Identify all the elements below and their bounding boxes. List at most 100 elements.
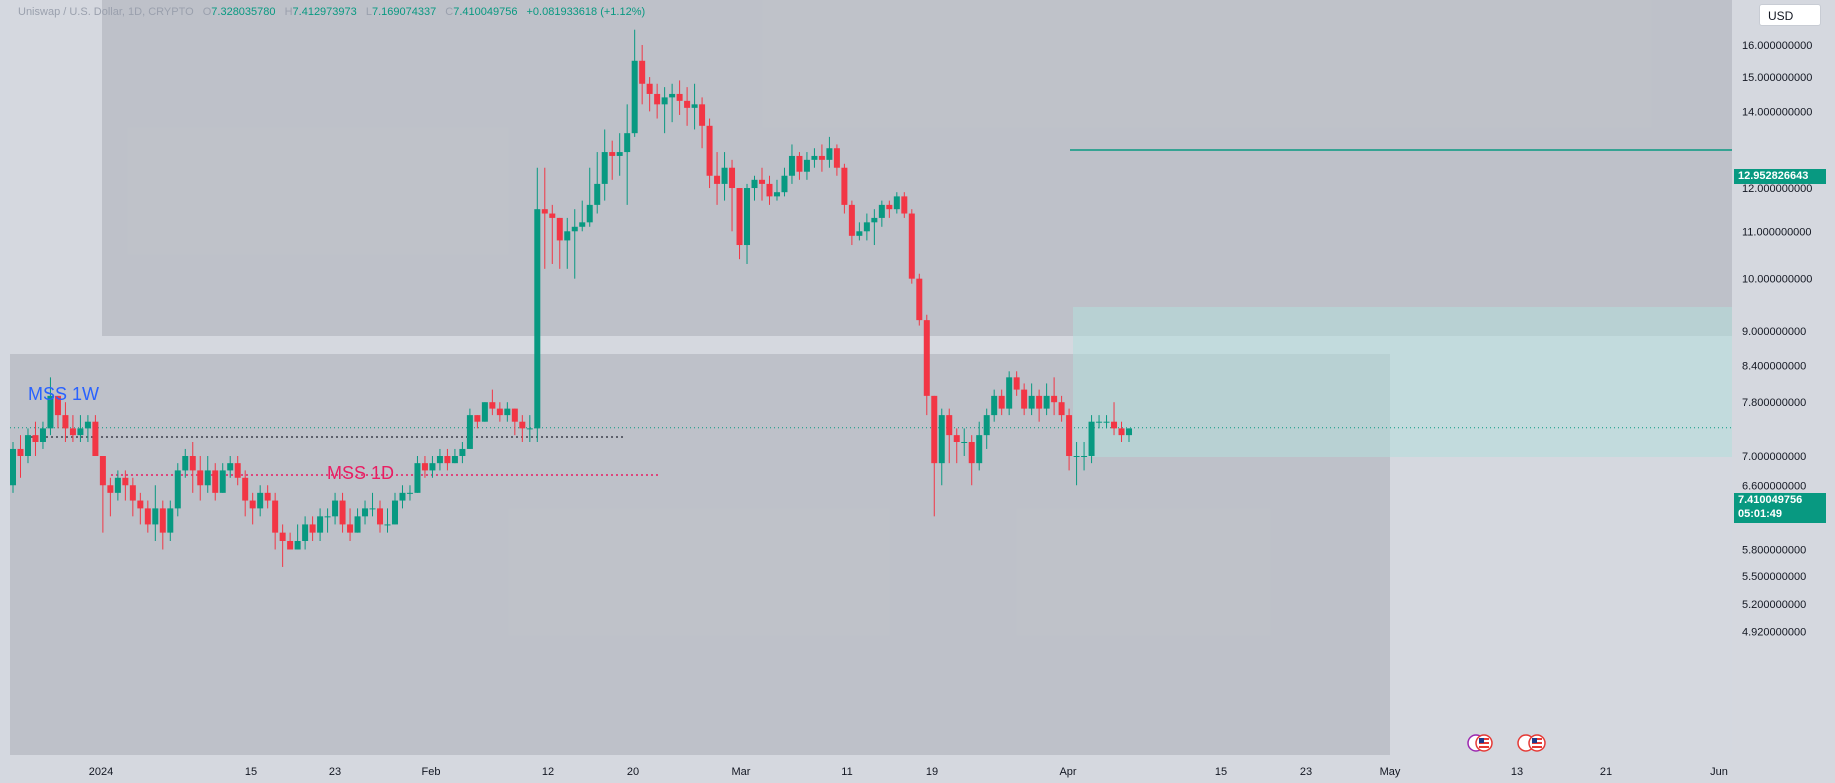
candle-body [414,463,421,493]
price-tick-label: 15.000000000 [1742,72,1812,84]
candle-body [406,492,413,494]
candle-body [159,508,166,533]
candle-body [362,508,369,517]
price-tick-label: 12.000000000 [1742,183,1812,195]
candle-body [781,175,788,193]
candle-body [998,395,1005,409]
candle-body [144,508,151,525]
symbol-title: Uniswap / U.S. Dollar, 1D, CRYPTO [18,6,194,18]
candle-body [594,183,601,205]
candle-body [699,104,706,126]
price-tick-label: 5.200000000 [1742,599,1806,611]
candle-body [1013,377,1020,390]
symbol-header: Uniswap / U.S. Dollar, 1D, CRYPTO O7.328… [18,6,645,18]
candle-body [384,524,391,526]
low-label: L [365,6,372,18]
candle-body [436,456,443,464]
open-value: 7.328035780 [211,6,276,18]
candle-body [526,428,533,430]
price-tick-label: 7.800000000 [1742,397,1806,409]
candle-body [92,421,99,456]
candle-body [309,524,316,533]
candle-body [444,456,451,464]
time-tick-label: 2024 [89,766,113,778]
candle-body [391,500,398,525]
price-tick-label: 5.500000000 [1742,571,1806,583]
price-axis[interactable] [1732,0,1835,783]
candle-body [901,196,908,214]
candle-body [953,435,960,442]
candle-body [609,152,616,156]
candle-body [601,152,608,184]
candle-body [744,188,751,246]
candle-body [863,222,870,232]
candle-body [249,500,256,509]
change-value: +0.081933618 (+1.12%) [526,6,646,18]
candle-body [759,179,765,184]
candle-body [129,485,136,501]
candle-body [212,470,219,493]
time-tick-label: 23 [329,766,341,778]
mss-1w-label: MSS 1W [28,384,99,404]
time-tick-label: 23 [1300,766,1312,778]
candle-body [294,540,301,550]
candle-body [466,415,473,449]
candle-body [242,477,249,501]
candle-body [399,492,406,501]
candle-body [182,456,189,471]
price-tick-label: 4.920000000 [1742,626,1806,638]
candle-body [451,456,458,464]
candle-body [39,428,46,442]
us-flag-event-icon[interactable] [1467,734,1497,752]
time-tick-label: 21 [1600,766,1612,778]
candle-body [961,441,968,443]
candle-body [616,152,623,156]
time-tick-label: Jun [1710,766,1728,778]
candle-body [137,500,144,509]
candle-body [691,104,698,108]
candle-body [279,532,286,541]
candle-body [729,167,736,189]
candle-body [32,435,39,442]
candle-body [556,217,563,241]
candle-body [549,213,556,218]
price-tick-label: 9.000000000 [1742,326,1806,338]
candle-body [639,60,646,84]
candle-body [1043,395,1050,409]
candle-body [459,448,466,456]
time-tick-label: 19 [926,766,938,778]
demand-zone [1073,307,1732,457]
candle-body [511,408,518,422]
candle-body [369,508,376,510]
candle-body [841,167,848,205]
candle-body [534,209,541,429]
candle-body [347,524,354,533]
candle-body [579,222,586,227]
candle-body [504,408,511,416]
candle-body [84,421,91,429]
price-tick-label: 14.000000000 [1742,106,1812,118]
last-price-tag: 7.410049756 05:01:49 [1734,493,1826,523]
candle-body [114,477,121,493]
candle-body [571,226,578,232]
time-tick-label: 15 [1215,766,1227,778]
candle-body [24,435,31,456]
price-tick-label: 6.600000000 [1742,480,1806,492]
candle-body [818,155,825,160]
us-flag-event-icon[interactable] [1517,734,1547,752]
currency-button[interactable]: USD [1759,4,1821,26]
candle-body [174,470,181,509]
candle-body [751,179,758,189]
time-tick-label: Mar [732,766,751,778]
candle-body [788,155,795,176]
time-axis[interactable] [10,755,1732,783]
candle-body [227,463,234,471]
candle-body [706,125,713,176]
candle-body [17,448,24,456]
candle-body [983,415,990,436]
candle-body [1051,395,1058,403]
bar-countdown: 05:01:49 [1738,508,1783,520]
candle-body [257,492,264,509]
